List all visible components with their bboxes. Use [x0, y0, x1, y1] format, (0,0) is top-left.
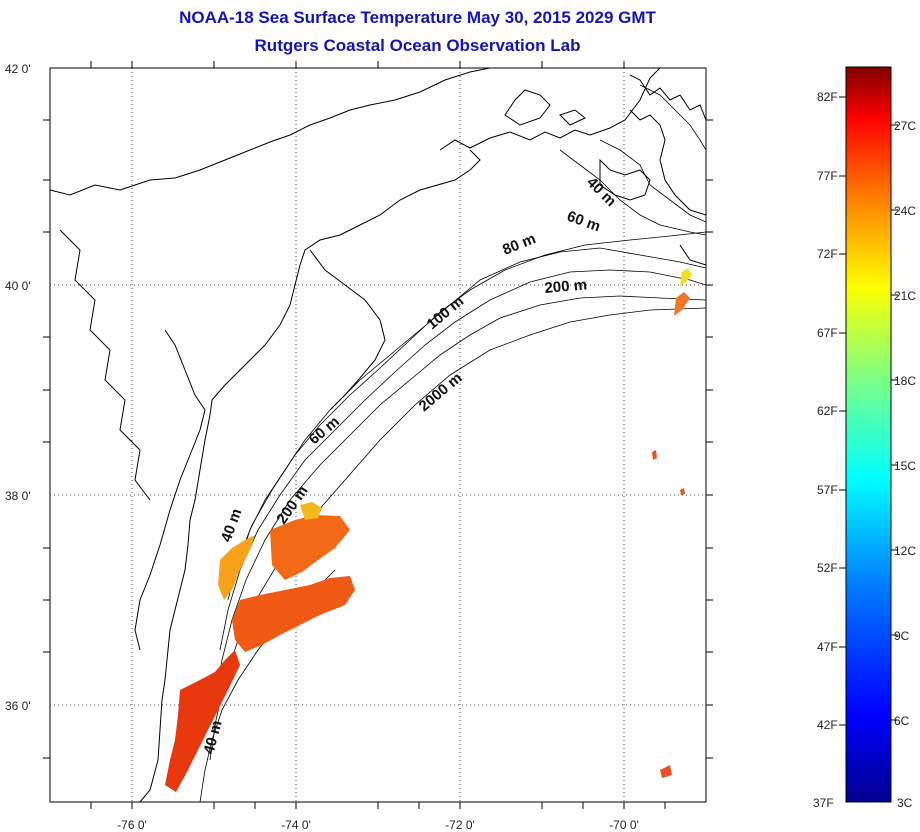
- lon-label: -76 0': [117, 818, 147, 832]
- colorbar-celsius-labels: 27C 24C 21C 18C 15C 12C 9C 6C 3C: [894, 119, 916, 810]
- colorbar-c-label: 27C: [894, 119, 916, 133]
- colorbar-f-label: 42F: [817, 718, 838, 732]
- lat-label: 42 0': [5, 62, 31, 76]
- colorbar-f-label: 47F: [817, 640, 838, 654]
- colorbar-c-label: 12C: [894, 544, 916, 558]
- colorbar-c-label: 21C: [894, 289, 916, 303]
- axis-ticks: [43, 61, 713, 809]
- colorbar-c-label: 18C: [894, 374, 916, 388]
- lat-label: 40 0': [5, 279, 31, 293]
- longitude-labels: -76 0' -74 0' -72 0' -70 0': [117, 818, 639, 832]
- colorbar-f-label: 82F: [817, 90, 838, 104]
- colorbar-f-label: 67F: [817, 326, 838, 340]
- map-subtitle: Rutgers Coastal Ocean Observation Lab: [254, 36, 581, 55]
- colorbar-c-label: 15C: [894, 459, 916, 473]
- depth-label: 200 m: [544, 276, 588, 297]
- colorbar-f-label: 72F: [817, 247, 838, 261]
- colorbar-c-label: 9C: [894, 629, 910, 643]
- colorbar-c-label: 3C: [897, 796, 913, 810]
- colorbar-c-label: 6C: [894, 714, 910, 728]
- lat-label: 36 0': [5, 699, 31, 713]
- colorbar-f-label: 37F: [813, 796, 834, 810]
- sst-data-overlay: [165, 268, 692, 792]
- map-frame: [49, 67, 707, 803]
- coastline: [50, 68, 706, 802]
- lon-label: -72 0': [445, 818, 475, 832]
- colorbar-c-label: 24C: [894, 204, 916, 218]
- map-title: NOAA-18 Sea Surface Temperature May 30, …: [179, 8, 656, 27]
- latitude-labels: 42 0' 40 0' 38 0' 36 0': [5, 62, 31, 713]
- lat-label: 38 0': [5, 489, 31, 503]
- colorbar: [845, 66, 892, 803]
- colorbar-f-label: 62F: [817, 404, 838, 418]
- graticule: [50, 68, 706, 802]
- colorbar-f-label: 57F: [817, 483, 838, 497]
- lon-label: -74 0': [281, 818, 311, 832]
- colorbar-ticks: [839, 96, 898, 726]
- colorbar-f-label: 77F: [817, 169, 838, 183]
- lon-label: -70 0': [609, 818, 639, 832]
- colorbar-fahrenheit-labels: 82F 77F 72F 67F 62F 57F 52F 47F 42F 37F: [813, 90, 838, 810]
- colorbar-f-label: 52F: [817, 561, 838, 575]
